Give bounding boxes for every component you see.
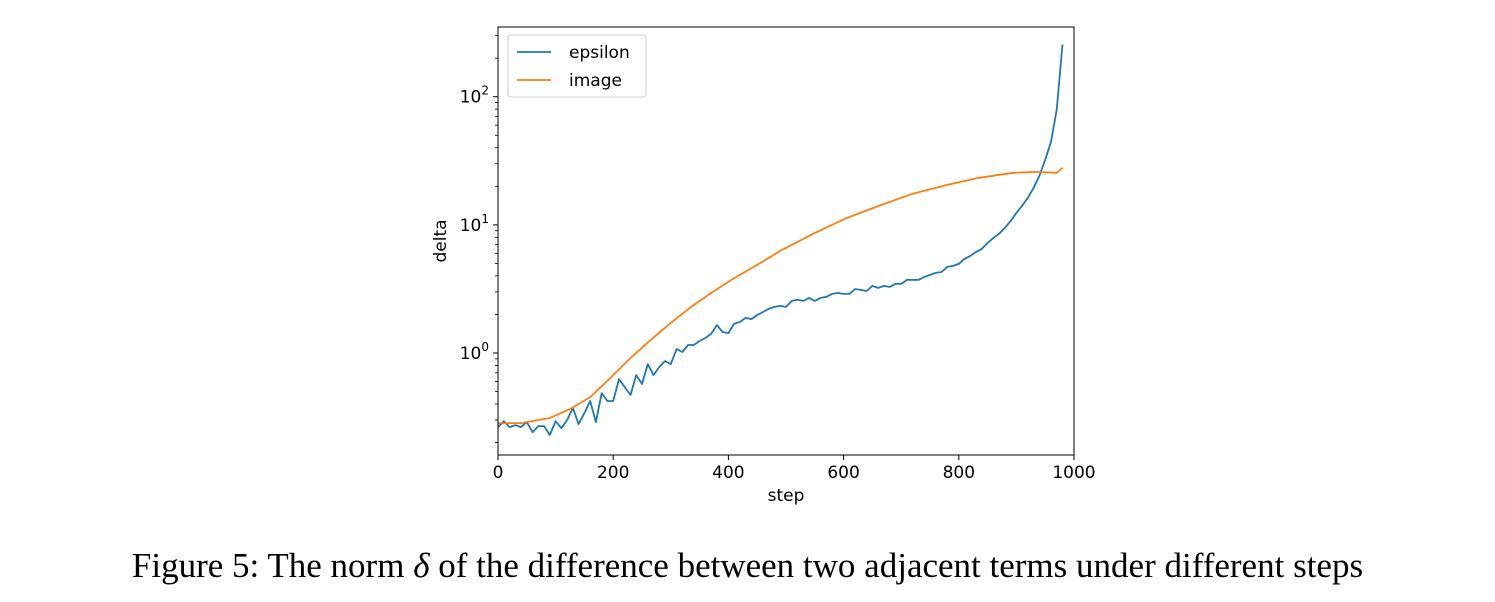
series-points-image: [497, 167, 1063, 424]
x-axis-label: step: [768, 486, 805, 506]
legend: epsilon image: [507, 34, 647, 98]
x-tick-label: 0: [493, 463, 504, 483]
x-tick-label: 800: [943, 463, 975, 483]
y-axis-label: delta: [431, 219, 451, 262]
figure-caption: Figure 5: The norm δ of the difference b…: [0, 546, 1495, 586]
plot-frame: [497, 26, 1075, 456]
caption-symbol: δ: [413, 546, 430, 585]
series-points-epsilon: [497, 44, 1063, 436]
y-tick-label: 102: [460, 84, 489, 108]
series-line-image: [498, 167, 1064, 425]
x-tick-label: 600: [827, 463, 859, 483]
caption-prefix: Figure 5: The norm: [131, 546, 414, 585]
x-tick-label: 400: [712, 463, 744, 483]
series-line-epsilon: [497, 44, 1064, 436]
series-layer: [497, 44, 1064, 436]
legend-label-image: image: [569, 71, 622, 91]
x-tick-label: 1000: [1052, 463, 1095, 483]
y-tick-label: 101: [460, 212, 489, 236]
legend-box: [507, 34, 647, 98]
figure-chart: 0 200 400 600 800 1000 100 101 102 step delta ep…: [431, 26, 1096, 506]
x-tick-label: 200: [597, 463, 629, 483]
y-tick-label: 100: [460, 340, 489, 364]
legend-label-epsilon: epsilon: [569, 43, 630, 63]
axis-ticks: 0 200 400 600 800 1000 100 101 102: [460, 84, 1096, 483]
caption-suffix: of the difference between two adjacent t…: [429, 546, 1364, 585]
